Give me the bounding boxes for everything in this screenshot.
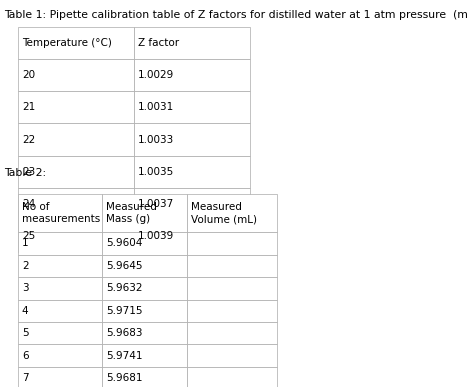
Bar xyxy=(102,255,187,277)
Bar xyxy=(18,27,134,59)
Text: Z factor: Z factor xyxy=(138,38,179,48)
Bar xyxy=(18,300,102,322)
Text: 1.0039: 1.0039 xyxy=(138,231,174,241)
Text: 5.9604: 5.9604 xyxy=(106,238,143,248)
Text: 22: 22 xyxy=(22,135,35,144)
Bar xyxy=(102,344,187,367)
Bar xyxy=(102,367,187,387)
Text: 5.9681: 5.9681 xyxy=(106,373,143,383)
Text: 21: 21 xyxy=(22,103,35,112)
Bar xyxy=(102,300,187,322)
Bar xyxy=(18,277,102,300)
Bar xyxy=(187,344,277,367)
Bar xyxy=(187,232,277,255)
Bar xyxy=(18,91,134,123)
Text: 5.9645: 5.9645 xyxy=(106,261,143,271)
Text: 1: 1 xyxy=(22,238,28,248)
Bar xyxy=(102,322,187,344)
Bar xyxy=(134,123,250,156)
Bar xyxy=(134,59,250,91)
Text: 24: 24 xyxy=(22,199,35,209)
Bar xyxy=(187,300,277,322)
Text: Table 2:: Table 2: xyxy=(4,168,46,178)
Text: Table 1: Pipette calibration table of Z factors for distilled water at 1 atm pre: Table 1: Pipette calibration table of Z … xyxy=(4,10,468,20)
Text: 2: 2 xyxy=(22,261,28,271)
Bar xyxy=(18,232,102,255)
Text: 23: 23 xyxy=(22,167,35,176)
Bar xyxy=(102,194,187,232)
Text: No of
measurements: No of measurements xyxy=(22,202,100,224)
Bar xyxy=(187,322,277,344)
Bar xyxy=(18,156,134,188)
Text: 7: 7 xyxy=(22,373,28,383)
Bar xyxy=(134,156,250,188)
Bar xyxy=(187,194,277,232)
Text: 20: 20 xyxy=(22,70,35,80)
Bar xyxy=(134,91,250,123)
Bar xyxy=(18,367,102,387)
Text: Measured
Mass (g): Measured Mass (g) xyxy=(106,202,157,224)
Bar xyxy=(18,123,134,156)
Bar xyxy=(18,59,134,91)
Bar xyxy=(18,255,102,277)
Text: 5: 5 xyxy=(22,328,28,338)
Text: 25: 25 xyxy=(22,231,35,241)
Bar xyxy=(102,232,187,255)
Text: 5.9741: 5.9741 xyxy=(106,351,143,361)
Bar xyxy=(18,194,102,232)
Text: 1.0037: 1.0037 xyxy=(138,199,174,209)
Bar xyxy=(134,220,250,252)
Bar xyxy=(187,367,277,387)
Text: 1.0029: 1.0029 xyxy=(138,70,174,80)
Text: 1.0031: 1.0031 xyxy=(138,103,174,112)
Bar xyxy=(134,188,250,220)
Text: 6: 6 xyxy=(22,351,28,361)
Bar xyxy=(187,277,277,300)
Bar xyxy=(187,255,277,277)
Bar xyxy=(18,220,134,252)
Text: 5.9715: 5.9715 xyxy=(106,306,143,316)
Text: 4: 4 xyxy=(22,306,28,316)
Text: 5.9683: 5.9683 xyxy=(106,328,143,338)
Text: 3: 3 xyxy=(22,283,28,293)
Text: Measured
Volume (mL): Measured Volume (mL) xyxy=(191,202,256,224)
Bar xyxy=(18,344,102,367)
Text: 5.9632: 5.9632 xyxy=(106,283,143,293)
Text: 1.0033: 1.0033 xyxy=(138,135,174,144)
Bar xyxy=(18,188,134,220)
Bar xyxy=(102,277,187,300)
Bar xyxy=(134,27,250,59)
Text: Temperature (°C): Temperature (°C) xyxy=(22,38,112,48)
Text: 1.0035: 1.0035 xyxy=(138,167,174,176)
Bar xyxy=(18,322,102,344)
